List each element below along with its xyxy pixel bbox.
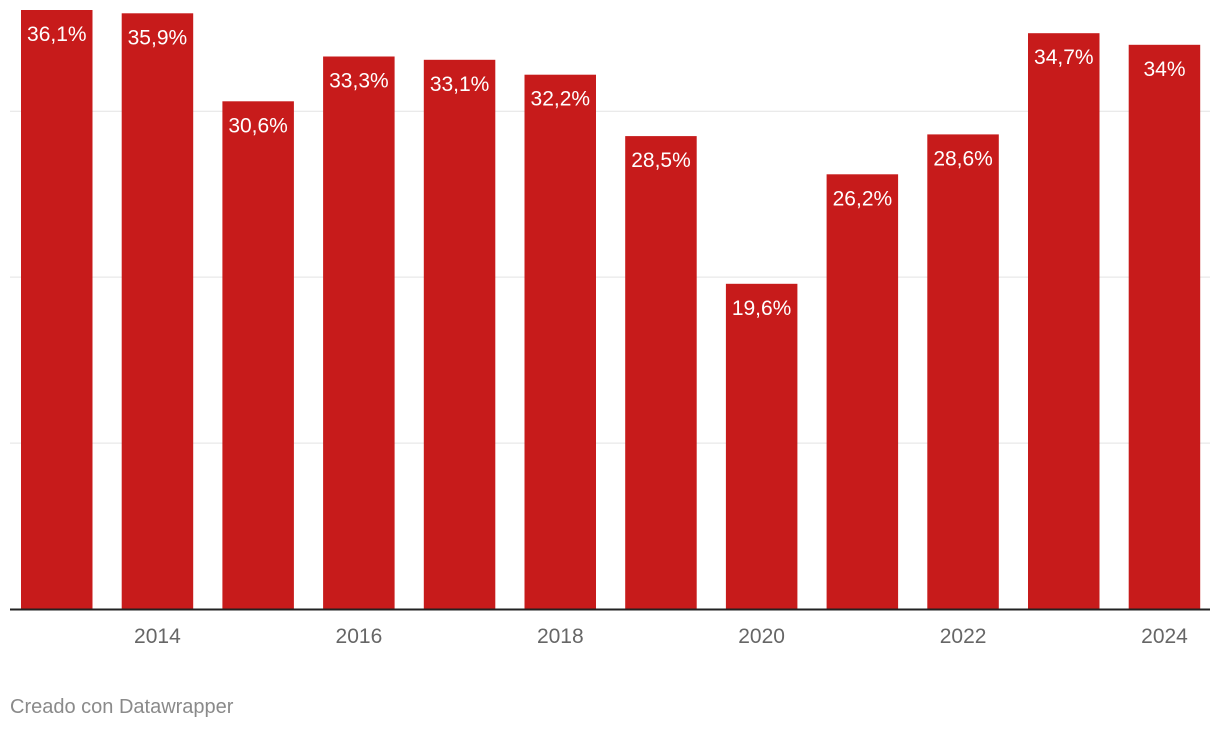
bar-2024	[1128, 44, 1201, 610]
bar-2016	[323, 56, 395, 609]
footer-credit: Creado con Datawrapper	[10, 696, 234, 718]
bar-chart: 36,1% 35,9% 30,6% 33,3% 33,1% 32,2% 28,5% 19,6%…	[10, 10, 1210, 648]
data-label-2013: 36,1%	[27, 23, 87, 46]
bar-2018	[524, 74, 596, 609]
x-tick-label-2016: 2016	[336, 625, 383, 648]
x-axis-tick-labels: 2014 2016 2018 2020 2022 2024	[134, 625, 1188, 648]
data-label-2015: 30,6%	[228, 114, 288, 137]
x-tick-label-2020: 2020	[738, 625, 785, 648]
bar-2019	[625, 136, 697, 609]
x-tick-label-2018: 2018	[537, 625, 584, 648]
x-tick-label-2022: 2022	[940, 625, 987, 648]
bar-2023	[1028, 33, 1100, 609]
gridlines	[10, 110, 1210, 444]
bar-2015	[222, 101, 294, 610]
data-label-2020: 19,6%	[732, 297, 792, 320]
bars	[21, 10, 1201, 610]
data-labels: 36,1% 35,9% 30,6% 33,3% 33,1% 32,2% 28,5% 19,6%…	[27, 23, 1185, 320]
bar-2022	[927, 134, 999, 609]
data-label-2016: 33,3%	[329, 70, 389, 93]
bar-2013	[21, 10, 93, 609]
data-label-2022: 28,6%	[933, 147, 993, 170]
data-label-2019: 28,5%	[631, 149, 691, 172]
bar-2020	[725, 283, 798, 609]
x-tick-label-2014: 2014	[134, 625, 181, 648]
bar-2021	[826, 174, 899, 610]
data-label-2014: 35,9%	[128, 26, 188, 49]
data-label-2018: 32,2%	[531, 88, 591, 111]
data-label-2024: 34%	[1143, 58, 1185, 81]
x-tick-label-2024: 2024	[1141, 625, 1188, 648]
bar-2014	[121, 13, 194, 610]
bar-2017	[423, 59, 496, 610]
data-label-2023: 34,7%	[1034, 46, 1094, 69]
data-label-2021: 26,2%	[833, 187, 893, 210]
data-label-2017: 33,1%	[430, 73, 490, 96]
